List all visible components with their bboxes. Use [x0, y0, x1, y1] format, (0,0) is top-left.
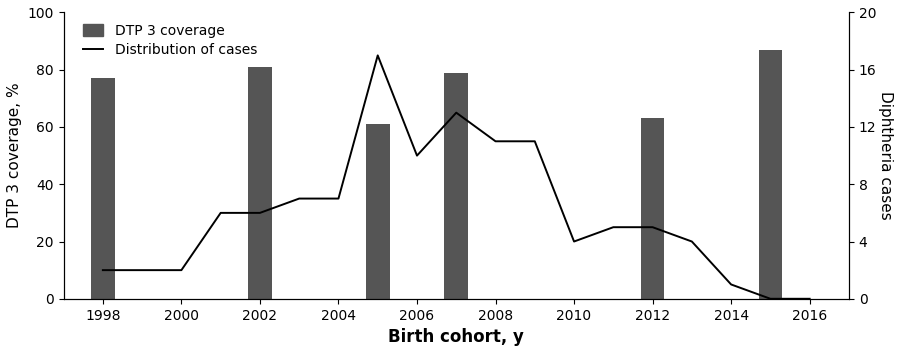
Bar	[366, 124, 390, 299]
X-axis label: Birth cohort, y: Birth cohort, y	[388, 328, 524, 346]
Bar	[759, 50, 782, 299]
Bar	[91, 78, 114, 299]
Legend: DTP 3 coverage, Distribution of cases: DTP 3 coverage, Distribution of cases	[78, 19, 261, 61]
Y-axis label: Diphtheria cases: Diphtheria cases	[878, 91, 893, 220]
Y-axis label: DTP 3 coverage, %: DTP 3 coverage, %	[7, 83, 22, 228]
Bar	[641, 118, 664, 299]
Bar	[445, 73, 468, 299]
Bar	[248, 67, 272, 299]
